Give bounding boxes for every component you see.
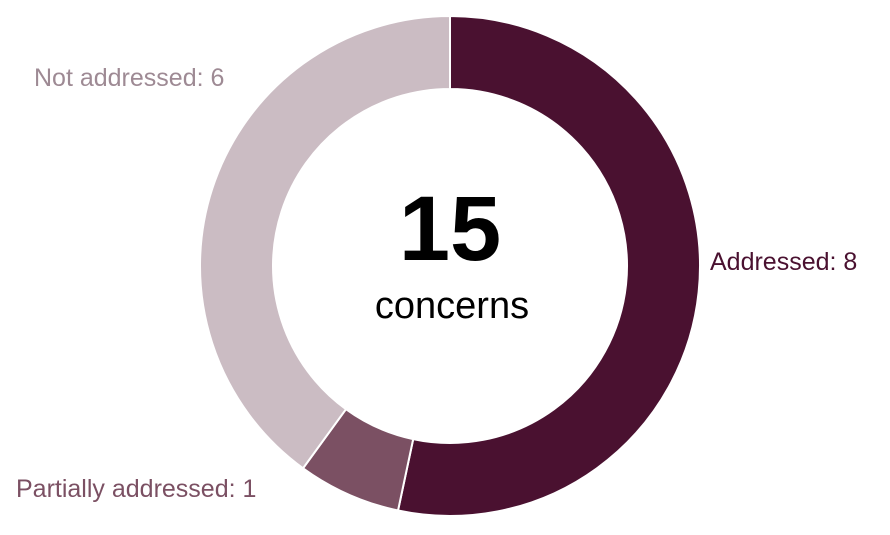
slice-label-addressed: Addressed: 8 [710,248,857,276]
donut-slice-not-addressed [199,14,451,470]
donut-slice-addressed [396,14,701,517]
center-total-value: 15 [399,178,501,280]
donut-slices [199,14,701,517]
slice-label-not-addressed: Not addressed: 6 [34,64,224,92]
slice-label-partially-addressed: Partially addressed: 1 [16,475,256,503]
center-total-label: concerns [375,285,529,327]
